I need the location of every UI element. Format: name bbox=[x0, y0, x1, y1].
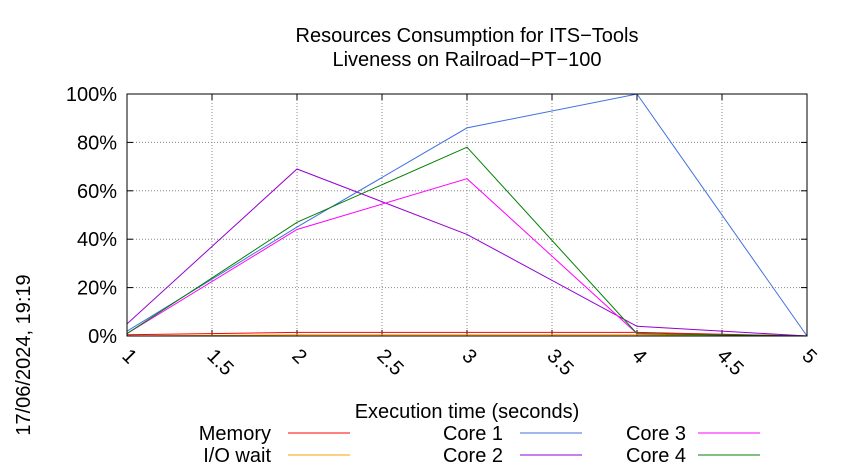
y-tick-label: 0% bbox=[88, 326, 117, 348]
x-tick-label: 4 bbox=[627, 345, 650, 368]
y-tick-label: 80% bbox=[77, 132, 117, 154]
grid bbox=[127, 94, 807, 336]
legend-label-memory: Memory bbox=[199, 423, 271, 445]
x-axis-label: Execution time (seconds) bbox=[355, 401, 580, 423]
x-tick-label: 1 bbox=[117, 345, 140, 368]
legend-label-core-3: Core 3 bbox=[626, 423, 686, 445]
x-tick-label: 2.5 bbox=[372, 345, 407, 380]
plot-border bbox=[126, 93, 808, 337]
legend-label-core-1: Core 1 bbox=[443, 423, 503, 445]
x-tick-label: 1.5 bbox=[202, 345, 237, 380]
y-axis-ticks: 0% 20% 40% 60% 80% 100% bbox=[66, 84, 807, 348]
series-lines bbox=[126, 93, 808, 337]
x-tick-label: 2 bbox=[287, 345, 310, 368]
y-tick-label: 60% bbox=[77, 181, 117, 203]
y-tick-label: 20% bbox=[77, 278, 117, 300]
timestamp-label: 17/06/2024, 19:19 bbox=[13, 274, 35, 435]
series-line-core-1 bbox=[126, 93, 808, 337]
x-tick-label: 3.5 bbox=[542, 345, 577, 380]
x-tick-label: 3 bbox=[457, 345, 480, 368]
y-tick-label: 100% bbox=[66, 84, 117, 106]
series-line-core-4 bbox=[126, 146, 808, 337]
legend-label-core-4: Core 4 bbox=[626, 445, 686, 467]
legend-label-core-2: Core 2 bbox=[443, 445, 503, 467]
series-line-memory bbox=[126, 331, 808, 337]
chart-title-line-1: Resources Consumption for ITS−Tools bbox=[296, 25, 639, 47]
x-tick-label: 5 bbox=[797, 345, 820, 368]
legend-label-i-o-wait: I/O wait bbox=[203, 445, 271, 467]
y-tick-label: 40% bbox=[77, 229, 117, 251]
series-line-i-o-wait bbox=[126, 334, 808, 337]
x-tick-label: 4.5 bbox=[712, 345, 747, 380]
series-line-core-2 bbox=[126, 168, 808, 337]
chart-title-line-2: Liveness on Railroad−PT−100 bbox=[332, 49, 601, 71]
